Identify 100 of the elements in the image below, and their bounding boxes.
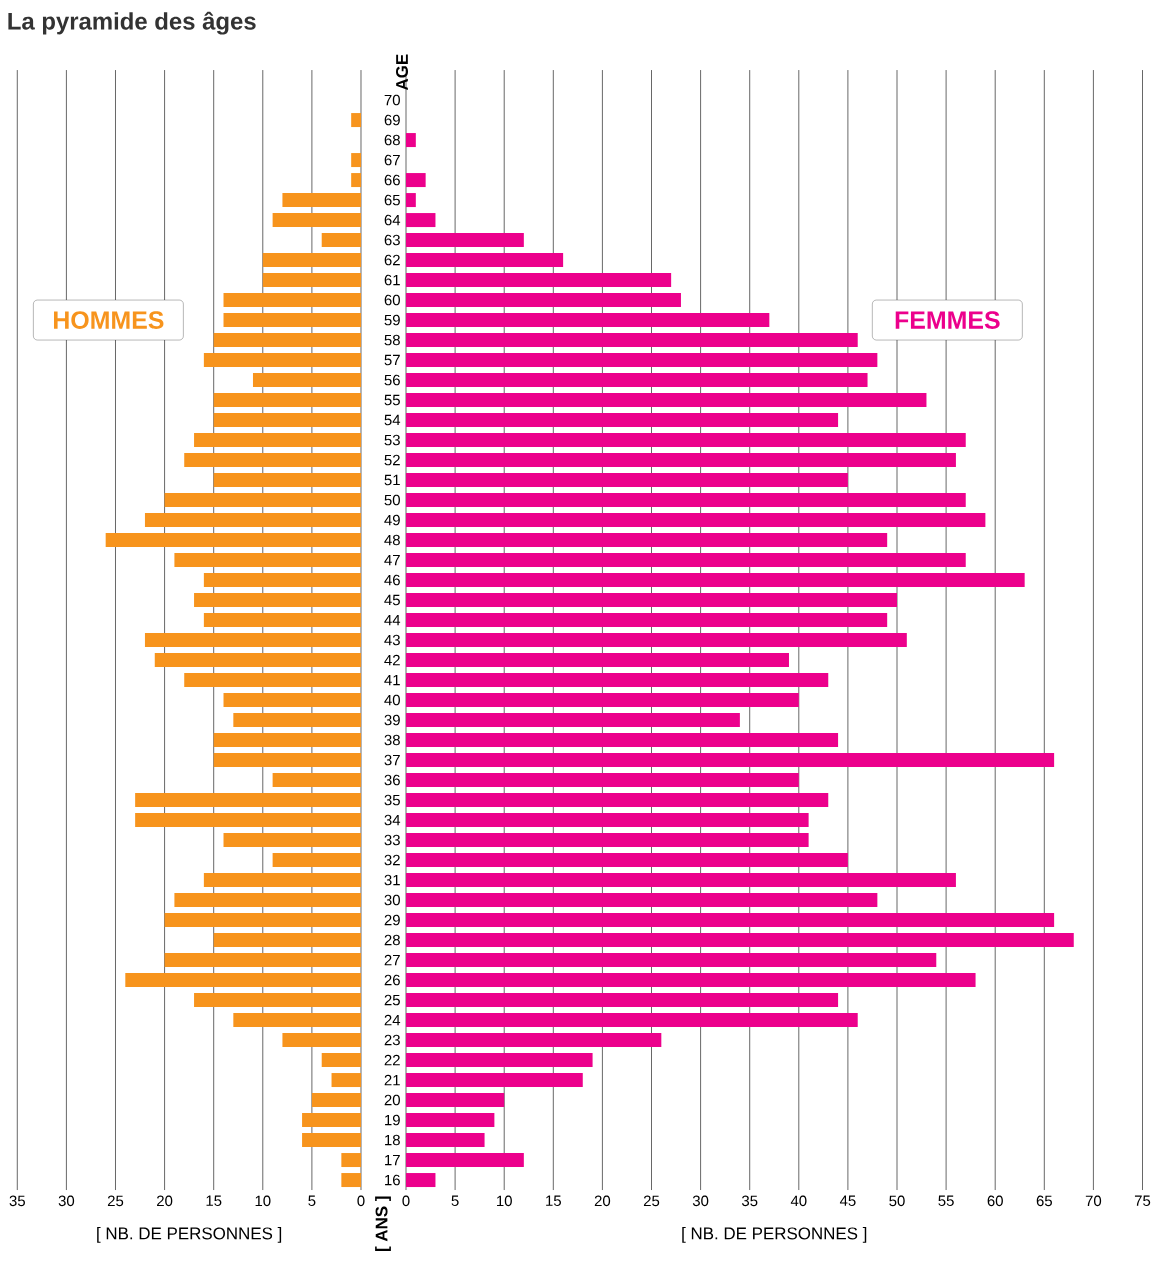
bar (213, 413, 361, 428)
bar (174, 553, 361, 568)
bar (144, 633, 361, 648)
x-axis-title: [ NB. DE PERSONNES ] (682, 1226, 867, 1243)
bar (406, 1133, 485, 1148)
bar (406, 753, 1055, 768)
y-tick-label: 16 (385, 1174, 400, 1186)
bar (406, 613, 888, 628)
y-tick-label: 26 (384, 974, 400, 986)
y-tick-label: 40 (384, 694, 400, 706)
x-tick-label: 25 (107, 1195, 124, 1207)
y-tick-label: 20 (384, 1094, 400, 1106)
y-tick-label: 32 (384, 854, 400, 866)
bar (213, 933, 361, 948)
bar (184, 453, 361, 468)
bar (406, 673, 829, 688)
bar (135, 793, 361, 808)
y-tick-label: 62 (384, 254, 400, 266)
bar (203, 353, 361, 368)
bar (282, 1033, 361, 1048)
bar (406, 393, 927, 408)
bar (406, 593, 897, 608)
bar (406, 913, 1055, 928)
y-tick-label: 43 (384, 634, 400, 646)
bar (351, 153, 361, 168)
bar (272, 773, 361, 788)
bar (262, 273, 361, 288)
y-tick-label: 27 (384, 954, 400, 966)
bar (406, 933, 1074, 948)
x-tick-label: 20 (594, 1195, 611, 1207)
x-tick-label: 60 (987, 1195, 1003, 1207)
x-tick-label: 15 (206, 1195, 222, 1206)
y-tick-label: 67 (384, 154, 400, 166)
bar (174, 893, 361, 908)
bar (406, 1033, 662, 1048)
bar (252, 373, 361, 388)
bar (406, 733, 839, 748)
x-tick-label: 55 (938, 1195, 954, 1206)
bar (406, 353, 878, 368)
x-tick-label: 40 (790, 1195, 807, 1207)
bar (105, 533, 361, 548)
y-tick-label: 59 (384, 314, 400, 326)
x-tick-label: 30 (692, 1195, 709, 1207)
x-tick-label: 20 (157, 1195, 173, 1207)
y-tick-label: 17 (385, 1154, 400, 1166)
bar (406, 473, 848, 488)
y-tick-label: 35 (384, 794, 400, 806)
bar (406, 453, 956, 468)
series-label: FEMMES (895, 311, 1000, 329)
bar (272, 213, 361, 228)
x-tick-label: 15 (546, 1195, 561, 1206)
y-axis-title: AGE (396, 54, 408, 91)
x-tick-label: 35 (741, 1195, 758, 1207)
bar (331, 1073, 361, 1088)
y-tick-label: 58 (384, 334, 400, 346)
x-tick-label: 10 (255, 1195, 271, 1207)
y-tick-label: 54 (384, 414, 401, 426)
x-tick-label: 75 (1134, 1195, 1151, 1206)
bar (135, 813, 361, 828)
bar (406, 1153, 524, 1168)
y-tick-label: 66 (384, 174, 400, 186)
y-tick-label: 65 (384, 194, 400, 206)
bar (406, 693, 799, 708)
bar (213, 333, 361, 348)
y-tick-label: 52 (384, 454, 400, 466)
bar (406, 973, 976, 988)
bar (406, 953, 937, 968)
y-tick-label: 21 (384, 1074, 400, 1086)
x-tick-label: 0 (402, 1195, 410, 1207)
x-tick-label: 5 (451, 1195, 459, 1206)
series-label: HOMMES (54, 311, 164, 329)
bar (406, 233, 524, 248)
y-tick-label: 57 (384, 354, 400, 366)
x-tick-label: 25 (643, 1195, 660, 1207)
bar (406, 1013, 858, 1028)
bar (406, 513, 986, 528)
bar (406, 433, 966, 448)
y-tick-label: 68 (384, 134, 400, 146)
y-tick-label: 45 (384, 594, 400, 606)
bar (233, 713, 361, 728)
bar (406, 853, 848, 868)
bar (406, 313, 770, 328)
x-tick-label: 30 (58, 1195, 75, 1207)
y-tick-label: 44 (384, 614, 401, 626)
y-tick-label: 34 (384, 814, 401, 826)
x-tick-label: 50 (889, 1195, 905, 1207)
y-tick-label: 49 (384, 514, 400, 526)
y-tick-label: 56 (384, 374, 400, 386)
bar (406, 413, 839, 428)
bar (164, 913, 361, 928)
bar (321, 233, 361, 248)
x-tick-label: 10 (497, 1195, 512, 1207)
y-tick-label: 53 (384, 434, 400, 446)
x-tick-label: 65 (1036, 1195, 1052, 1207)
bar (203, 573, 361, 588)
bar (406, 813, 809, 828)
bar (406, 1053, 593, 1068)
bar (406, 293, 681, 308)
bar (302, 1133, 361, 1148)
y-tick-label: 30 (384, 894, 400, 906)
